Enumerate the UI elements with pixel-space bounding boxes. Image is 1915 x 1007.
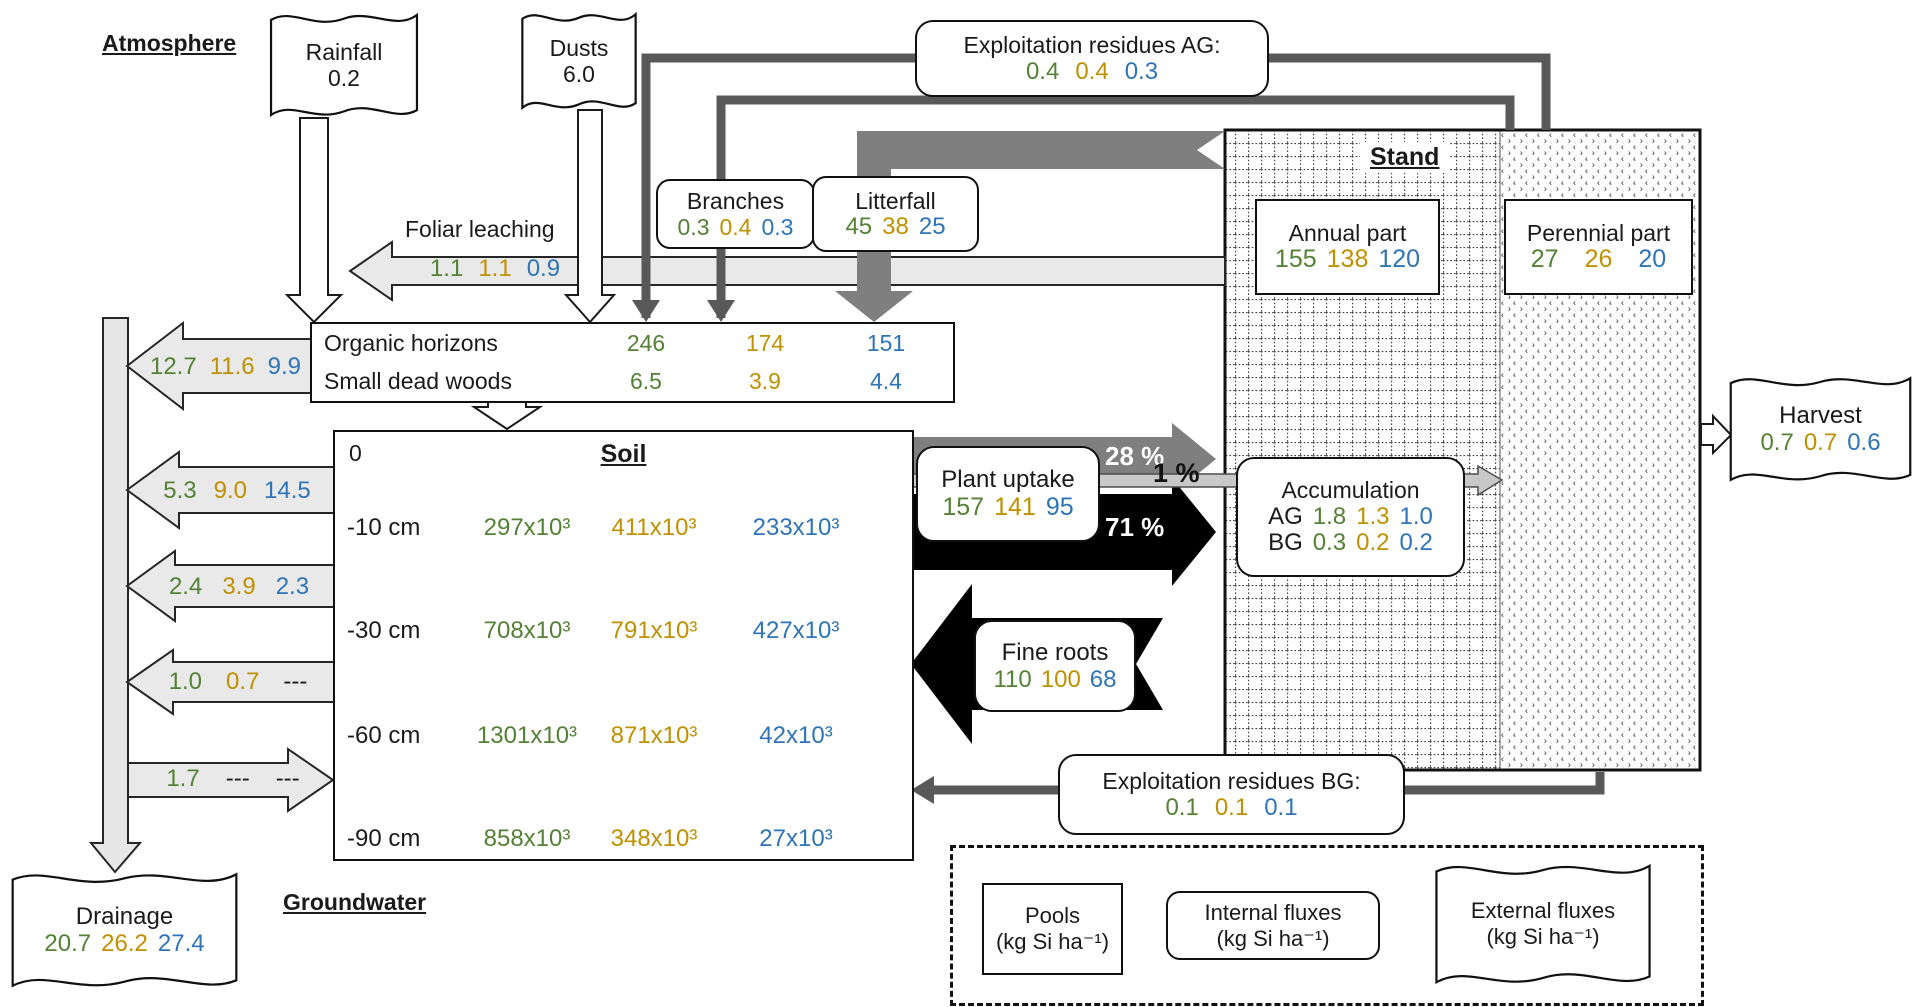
dusts-down-arrow <box>563 109 617 324</box>
harvest-values: 0.7 0.7 0.6 <box>1760 428 1881 456</box>
organic-horizons-box: Organic horizons 246 174 151 Small dead … <box>310 322 955 403</box>
bg-residues-box: Exploitation residues BG: 0.1 0.1 0.1 <box>1058 754 1405 835</box>
ag-residues-box: Exploitation residues AG: 0.4 0.4 0.3 <box>915 20 1269 97</box>
legend-external-fluxes-label: External fluxes <box>1470 898 1616 923</box>
rainfall-flag: Rainfall 0.2 <box>268 4 420 126</box>
annual-part-box: Annual part 155 138 120 <box>1255 199 1440 295</box>
accumulation-title: Accumulation <box>1281 477 1420 504</box>
soil-0-10-values: 5.3 9.0 14.5 <box>163 477 311 504</box>
rainfall-title: Rainfall <box>305 38 383 65</box>
legend-internal-fluxes-unit: (kg Si ha⁻¹) <box>1216 925 1330 951</box>
drainage-values: 20.7 26.2 27.4 <box>44 929 205 957</box>
branches-values: 0.3 0.4 0.3 <box>677 213 794 240</box>
harvest-arrow <box>1700 413 1733 456</box>
plant-uptake-title: Plant uptake <box>941 466 1075 494</box>
fine-roots-values: 110 100 68 <box>993 665 1117 693</box>
legend-internal-fluxes-box: Internal fluxes (kg Si ha⁻¹) <box>1166 891 1380 960</box>
uptake-1pct-label: 1 % <box>1153 458 1200 488</box>
soil-10-30-values: 2.4 3.9 2.3 <box>168 573 310 600</box>
organic-horizons-row: Organic horizons 246 174 151 <box>324 329 906 356</box>
litterfall-values: 45 38 25 <box>845 213 946 241</box>
wave-shape <box>520 4 638 118</box>
perennial-part-values: 27 26 20 <box>1530 245 1667 274</box>
soil-box: 0 Soil -10 cm 297x10³ 411x10³ 233x10³ -3… <box>333 430 914 861</box>
drainage-title: Drainage <box>75 902 174 930</box>
legend-pools-unit: (kg Si ha⁻¹) <box>995 929 1110 954</box>
dusts-title: Dusts <box>549 34 609 61</box>
harvest-flag: Harvest 0.7 0.7 0.6 <box>1727 367 1914 491</box>
fine-roots-box: Fine roots 110 100 68 <box>974 620 1136 712</box>
fine-roots-title: Fine roots <box>1001 639 1109 666</box>
soil-row-10cm: -10 cm 297x10³ 411x10³ 233x10³ <box>347 514 840 541</box>
bg-residues-title: Exploitation residues BG: <box>1102 768 1361 795</box>
wave-shape <box>268 4 420 126</box>
litterfall-box: Litterfall 45 38 25 <box>812 176 979 252</box>
soil-row-30cm: -30 cm 708x10³ 791x10³ 427x10³ <box>347 617 840 644</box>
uptake-28pct-label: 28 % <box>1105 441 1165 471</box>
foliar-leaching-values: 1.1 1.1 0.9 <box>429 255 561 282</box>
accumulation-box: Accumulation AG 1.8 1.3 1.0 BG 0.3 0.2 0… <box>1236 457 1465 577</box>
soil-row-60cm: -60 cm 1301x10³ 871x10³ 42x10³ <box>347 722 833 749</box>
soil-60-90-values: 1.7 --- --- <box>166 765 300 792</box>
ag-residues-pipe-arrowhead <box>632 300 660 322</box>
ag-residues-values: 0.4 0.4 0.3 <box>1025 57 1159 85</box>
legend-pools-box: Pools (kg Si ha⁻¹) <box>982 883 1123 975</box>
groundwater-label: Groundwater <box>283 889 427 915</box>
organic-leaching-values: 12.7 11.6 9.9 <box>149 353 302 380</box>
stand-border <box>1223 128 1702 772</box>
drainage-flag: Drainage 20.7 26.2 27.4 <box>8 862 241 998</box>
wave-shape <box>8 862 241 998</box>
rainfall-down-arrow <box>284 117 344 324</box>
foliar-leaching-label: Foliar leaching <box>405 216 555 242</box>
drainage-channel-arrow <box>88 317 143 874</box>
legend-internal-fluxes-label: Internal fluxes <box>1204 899 1342 925</box>
accumulation-bg-values: BG 0.3 0.2 0.2 <box>1268 529 1433 557</box>
legend-pools-label: Pools <box>1024 903 1081 928</box>
plant-uptake-box: Plant uptake 157 141 95 <box>916 446 1100 542</box>
soil-title: Soil <box>600 440 647 468</box>
soil-60-90-flux-arrow <box>127 747 335 813</box>
perennial-part-title: Perennial part <box>1526 220 1671 247</box>
legend-external-fluxes-flag: External fluxes (kg Si ha⁻¹) <box>1432 853 1654 995</box>
branches-title: Branches <box>686 188 785 215</box>
branches-box: Branches 0.3 0.4 0.3 <box>656 179 815 249</box>
foliar-leaching-arrow <box>348 240 1226 302</box>
soil-surface-label: 0 <box>349 440 362 466</box>
rainfall-value: 0.2 <box>328 65 360 91</box>
annual-part-title: Annual part <box>1288 220 1407 247</box>
wave-shape <box>1432 853 1654 995</box>
soil-30-60-values: 1.0 0.7 --- <box>168 668 308 695</box>
harvest-title: Harvest <box>1779 401 1862 429</box>
ag-residues-title: Exploitation residues AG: <box>963 32 1221 59</box>
litterfall-arrow <box>835 131 1225 322</box>
wave-shape <box>1727 367 1914 491</box>
litterfall-title: Litterfall <box>855 187 936 214</box>
legend-external-fluxes-unit: (kg Si ha⁻¹) <box>1486 924 1600 949</box>
accumulation-ag-values: AG 1.8 1.3 1.0 <box>1268 502 1433 530</box>
legend-box <box>950 845 1704 1006</box>
annual-part-values: 155 138 120 <box>1274 245 1421 274</box>
uptake-71pct-label: 71 % <box>1105 512 1165 542</box>
branches-pipe-arrowhead <box>707 300 735 322</box>
organic-to-soil-arrow <box>470 398 544 431</box>
dusts-flag: Dusts 6.0 <box>520 4 638 118</box>
atmosphere-label: Atmosphere <box>102 30 237 56</box>
plant-uptake-values: 157 141 95 <box>942 493 1074 522</box>
bg-residues-pipe-arrowhead <box>911 776 934 804</box>
bg-residues-values: 0.1 0.1 0.1 <box>1165 793 1298 821</box>
dusts-value: 6.0 <box>563 61 595 87</box>
perennial-part-box: Perennial part 27 26 20 <box>1504 199 1693 295</box>
small-dead-woods-row: Small dead woods 6.5 3.9 4.4 <box>324 368 902 395</box>
stand-label: Stand <box>1360 142 1450 173</box>
soil-row-90cm: -90 cm 858x10³ 348x10³ 27x10³ <box>347 825 833 852</box>
